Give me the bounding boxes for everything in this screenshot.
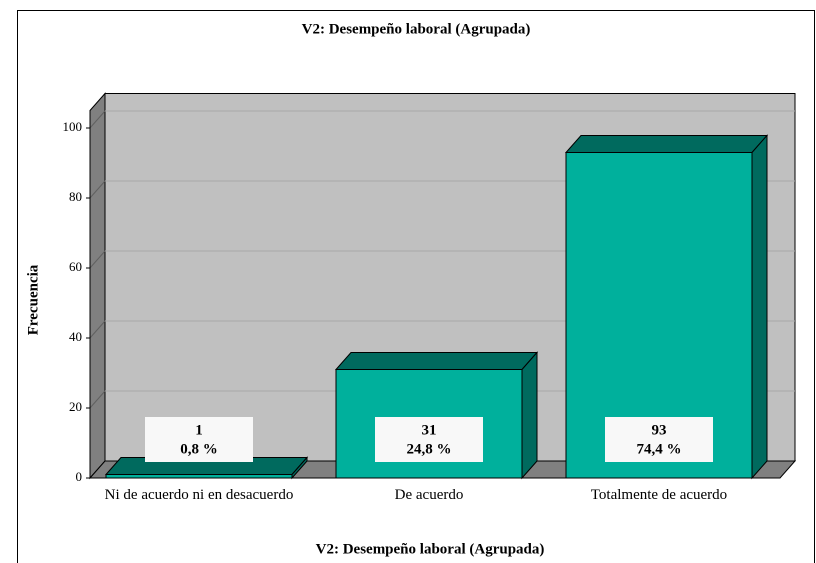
bar-side <box>521 351 538 480</box>
grid-line <box>89 250 106 269</box>
chart-title: V2: Desempeño laboral (Agrupada) <box>302 21 531 37</box>
grid-line <box>89 390 106 409</box>
data-label-box <box>605 417 713 462</box>
y-tick-label: 20 <box>69 399 82 414</box>
x-tick-label: Totalmente de acuerdo <box>590 487 728 503</box>
grid-line <box>89 180 106 199</box>
data-label: 24,8 % <box>407 441 452 457</box>
data-label: 31 <box>422 422 437 438</box>
x-axis-title: V2: Desempeño laboral (Agrupada) <box>316 541 545 557</box>
data-label: 93 <box>652 422 667 438</box>
x-tick-label: Ni de acuerdo ni en desacuerdo <box>104 487 294 503</box>
data-label-box <box>375 417 483 462</box>
data-label: 1 <box>195 422 203 438</box>
frame <box>17 10 815 563</box>
bar <box>105 474 293 479</box>
bar-top <box>564 135 769 153</box>
data-label: 0,8 % <box>180 441 218 457</box>
x-tick-label: De acuerdo <box>394 487 464 503</box>
bar-top <box>334 352 539 370</box>
y-tick-label: 0 <box>76 469 83 484</box>
y-axis-title: Frecuencia <box>25 264 41 335</box>
y-tick-label: 60 <box>69 259 82 274</box>
left-wall <box>89 92 106 480</box>
data-label: 74,4 % <box>637 441 682 457</box>
y-tick-label: 100 <box>63 119 83 134</box>
bar-side <box>751 134 768 480</box>
grid-line <box>89 110 106 129</box>
y-tick-label: 80 <box>69 189 82 204</box>
grid-line <box>89 320 106 339</box>
data-label-box <box>145 417 253 462</box>
y-tick-label: 40 <box>69 329 82 344</box>
